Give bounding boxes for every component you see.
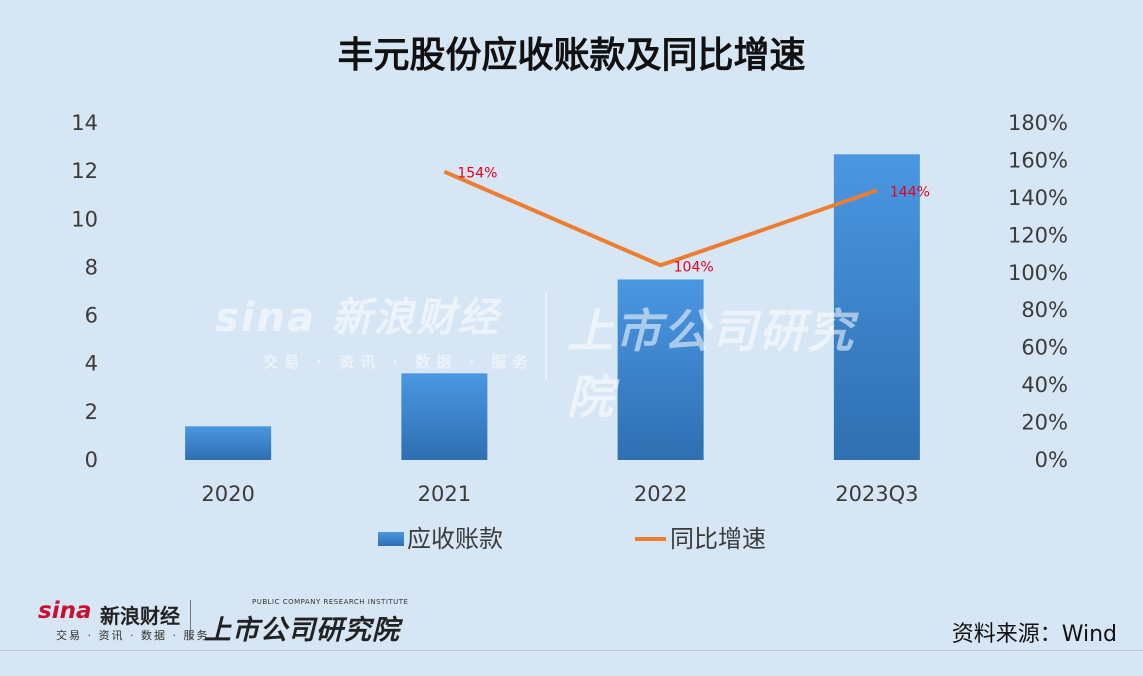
bottom-divider <box>0 650 1143 651</box>
sina-logo-text: sina <box>38 598 92 624</box>
right-tick-label: 140% <box>1008 186 1068 210</box>
right-tick-label: 0% <box>1035 448 1068 472</box>
right-tick-label: 180% <box>1008 111 1068 135</box>
left-tick-label: 6 <box>85 304 98 328</box>
right-tick-label: 160% <box>1008 148 1068 172</box>
left-tick-label: 2 <box>85 400 98 424</box>
data-source: 资料来源：Wind <box>951 622 1117 647</box>
legend-line-label: 同比增速 <box>670 525 766 553</box>
left-tick-label: 8 <box>85 255 98 279</box>
bar-series <box>185 154 920 461</box>
legend-bar-swatch <box>378 532 404 546</box>
bar <box>617 279 704 460</box>
line-series: 154% 104% 144% <box>443 166 930 275</box>
left-tick-label: 14 <box>71 111 98 135</box>
sina-finance-name: 新浪财经 <box>100 604 180 628</box>
category-label: 2022 <box>634 482 687 506</box>
sina-finance-tagline: 交易 · 资讯 · 数据 · 服务 <box>56 629 210 642</box>
left-tick-label: 4 <box>85 352 98 376</box>
category-axis: 2020 2021 2022 2023Q3 <box>201 482 918 506</box>
category-label: 2023Q3 <box>835 482 918 506</box>
watermark-sub: 交易 · 资讯 · 数据 · 服务 <box>263 353 534 371</box>
category-label: 2021 <box>418 482 471 506</box>
institute-name: 上市公司研究院 <box>204 615 400 646</box>
watermark-separator <box>545 293 547 379</box>
right-tick-label: 20% <box>1021 411 1068 435</box>
data-label: 144% <box>890 184 930 200</box>
data-label: 104% <box>674 259 714 275</box>
right-tick-label: 40% <box>1021 373 1068 397</box>
watermark: sina 新浪财经 交易 · 资讯 · 数据 · 服务 上市公司研究院 <box>215 285 855 424</box>
right-axis: 0% 20% 40% 60% 80% 100% 120% 140% 160% 180% <box>1008 111 1068 472</box>
legend: 应收账款 同比增速 <box>378 525 766 553</box>
left-tick-label: 12 <box>71 159 98 183</box>
left-tick-label: 10 <box>71 207 98 231</box>
footer-logo: sina 新浪财经 交易 · 资讯 · 数据 · 服务 PUBLIC COMPA… <box>38 598 418 646</box>
bar <box>185 426 272 460</box>
watermark-brand: sina 新浪财经 <box>215 295 500 341</box>
watermark-institute: 上市公司研究院 <box>567 304 855 424</box>
right-tick-label: 120% <box>1008 223 1068 247</box>
right-tick-label: 60% <box>1021 336 1068 360</box>
left-tick-label: 0 <box>85 448 98 472</box>
chart-title: 丰元股份应收账款及同比增速 <box>337 35 806 76</box>
right-tick-label: 80% <box>1021 298 1068 322</box>
logo-separator <box>190 600 191 640</box>
left-axis: 0 2 4 6 8 10 12 14 <box>71 111 98 472</box>
category-label: 2020 <box>201 482 254 506</box>
data-label: 154% <box>457 166 497 182</box>
right-tick-label: 100% <box>1008 261 1068 285</box>
bar <box>401 373 488 460</box>
legend-bar-label: 应收账款 <box>407 525 503 553</box>
institute-english-name: PUBLIC COMPANY RESEARCH INSTITUTE <box>252 598 409 606</box>
bar <box>833 154 920 461</box>
growth-line <box>443 169 878 268</box>
